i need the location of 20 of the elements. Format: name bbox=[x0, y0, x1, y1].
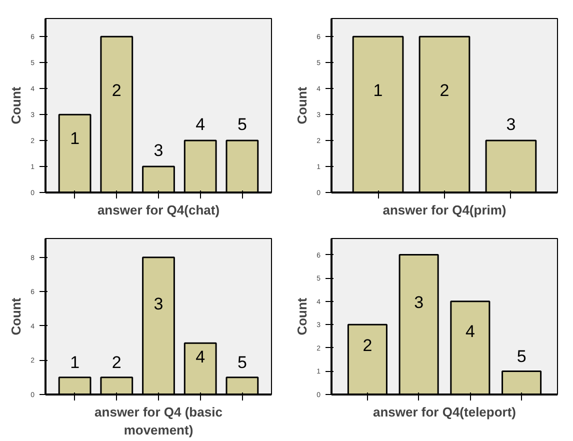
x-tick-label: 5 bbox=[516, 346, 526, 366]
x-tick-label: 2 bbox=[112, 80, 122, 100]
x-tick-label: 5 bbox=[237, 115, 247, 134]
x-tick-label: 1 bbox=[373, 80, 383, 100]
y-axis-title: Count bbox=[8, 86, 24, 124]
x-tick-label: 4 bbox=[196, 115, 206, 134]
x-tick-label: 5 bbox=[237, 352, 247, 372]
x-tick-label: 4 bbox=[196, 348, 206, 367]
x-tick-label: 2 bbox=[112, 352, 122, 372]
x-tick-label: 2 bbox=[362, 336, 372, 356]
x-axis-title: answer for Q4(chat) bbox=[97, 202, 220, 218]
x-tick-label: 1 bbox=[70, 352, 80, 372]
x-tick-label: 3 bbox=[506, 115, 516, 134]
y-axis-title: Count bbox=[294, 297, 310, 336]
x-axis-title: answer for Q4(prim) bbox=[382, 202, 506, 218]
y-axis-title: Count bbox=[294, 86, 310, 124]
x-tick-label: 2 bbox=[440, 80, 450, 100]
x-axis-title: answer for Q4 (basic movement) bbox=[94, 404, 222, 438]
x-axis-title: answer for Q4(teleport) bbox=[372, 404, 516, 420]
y-axis-title: Count bbox=[8, 297, 24, 336]
